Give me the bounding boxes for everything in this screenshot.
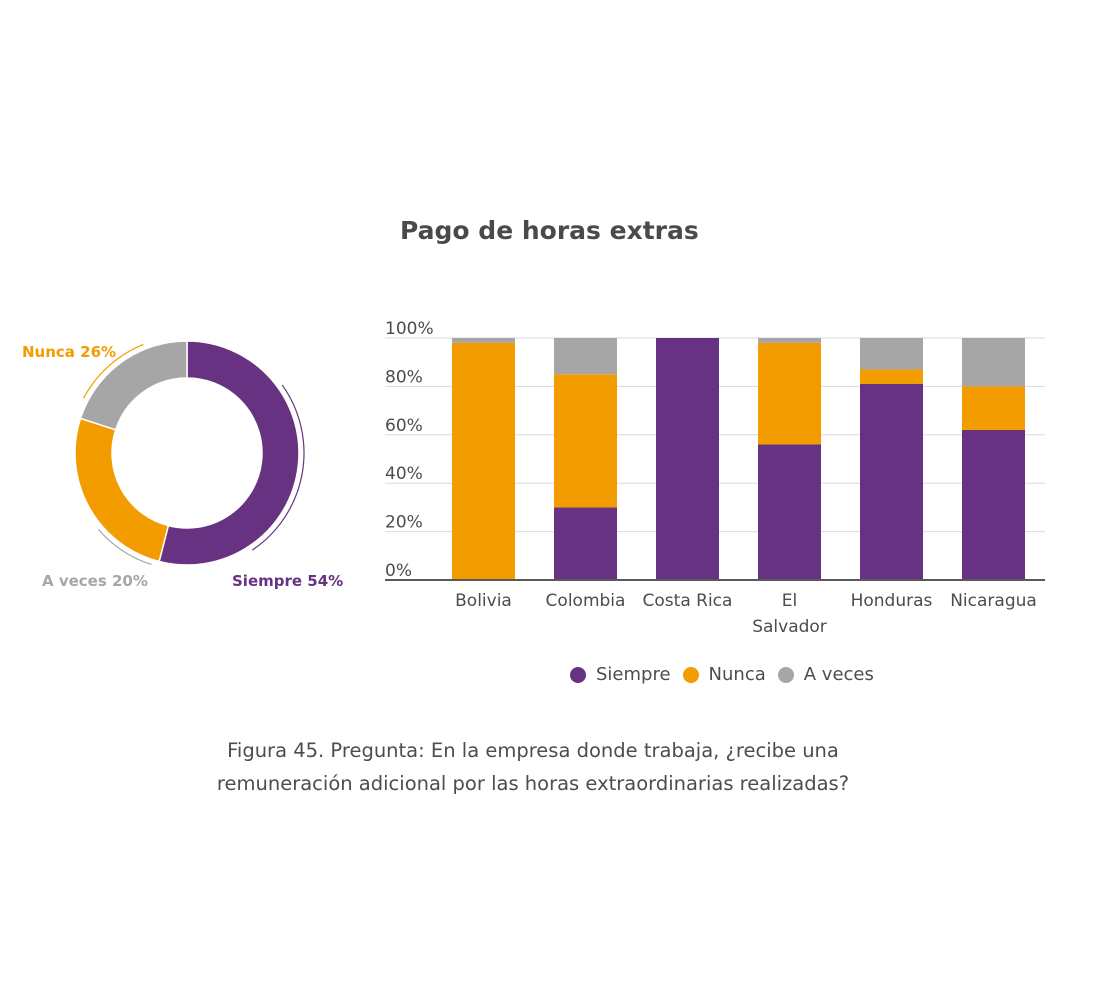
x-tick-label: Costa Rica [643,591,733,611]
bar-segment-nunca [758,342,821,445]
x-tick-label: Bolivia [455,591,512,611]
legend-label-aveces: A veces [803,664,874,685]
bar-segment-a-veces [554,338,617,375]
donut-slice-nunca [74,417,170,563]
figure-caption: Figura 45. Pregunta: En la empresa donde… [180,734,886,800]
bar-segment-nunca [452,342,515,580]
donut-slice-a-veces [79,340,188,431]
stacked-bar-chart: 0% 20% 40% 60% 80% 100% Bolivia Colombia Costa R… [385,319,1045,637]
bar-segment-a-veces [860,338,923,370]
y-tick-label: 20% [385,513,423,533]
y-tick-label: 80% [385,367,423,387]
legend-label-nunca: Nunca [708,664,766,685]
bar-segment-siempre [554,507,617,580]
bar-segment-siempre [962,429,1025,580]
donut-label-connector [98,529,152,566]
bar-segment-a-veces [758,338,821,343]
legend-item-aveces: A veces [777,664,874,685]
y-tick-label: 100% [385,319,434,339]
x-tick-label: Colombia [546,591,626,611]
legend-swatch-siempre [570,666,586,683]
chart-title: Pago de horas extras [400,216,699,245]
donut-label-siempre: Siempre 54% [232,572,343,590]
legend-item-nunca: Nunca [682,664,766,685]
donut-chart: Siempre 54% Nunca 26% A veces 20% [22,340,343,590]
x-tick-label: Honduras [851,591,933,611]
donut-slice-siempre [158,340,300,566]
donut-label-nunca: Nunca 26% [22,343,116,361]
x-tick-label: El Salvador [752,591,827,637]
y-tick-label: 60% [385,416,423,436]
donut-label-a-veces: A veces 20% [42,572,148,590]
bar-segment-a-veces [962,338,1025,387]
caption-line-2: remuneración adicional por las horas ext… [216,772,850,795]
caption-line-1: Figura 45. Pregunta: En la empresa donde… [227,739,839,762]
bar-segment-nunca [860,369,923,384]
bar-segment-siempre [758,444,821,580]
legend: Siempre Nunca A veces [570,664,886,685]
legend-swatch-nunca [682,666,699,683]
bar-segment-siempre [656,338,719,580]
y-tick-label: 0% [385,561,412,581]
bar-segment-a-veces [452,338,515,343]
bar-segment-nunca [962,386,1025,430]
x-tick-label: Nicaragua [950,591,1037,611]
bar-segment-siempre [860,383,923,580]
donut-label-connector [83,343,144,399]
legend-item-siempre: Siempre [570,664,671,685]
y-tick-label: 40% [385,464,423,484]
donut-label-connector [251,384,305,551]
legend-label-siempre: Siempre [596,664,671,685]
bar-segment-nunca [554,374,617,508]
legend-swatch-aveces [777,666,794,683]
